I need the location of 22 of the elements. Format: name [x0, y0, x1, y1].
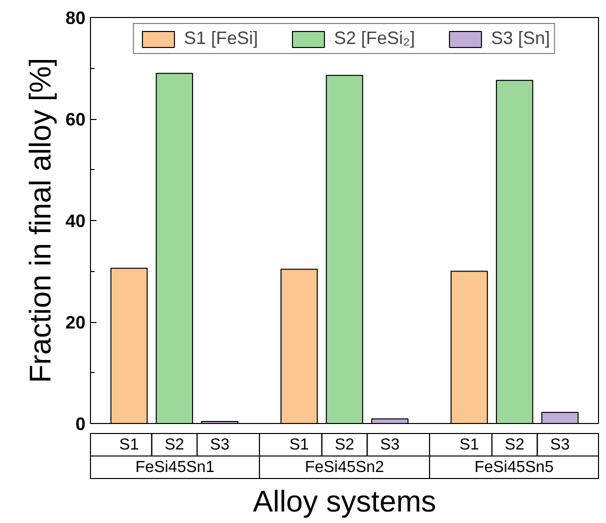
x-tick-label: S3 [550, 436, 570, 454]
text: FeSi45Sn5 [474, 458, 554, 476]
y-tick-label: 60 [65, 110, 86, 130]
legend-label: S2 [FeSi₂] [334, 28, 416, 49]
legend-label: S3 [Sn] [491, 28, 550, 49]
y-tick-label: 20 [65, 312, 86, 332]
legend-label: S1 [FeSi] [184, 28, 258, 49]
x-tick-label: S1 [289, 436, 310, 454]
y-tick-label: 0 [75, 414, 86, 434]
x-tick-label: S1 [459, 436, 480, 454]
y-axis-title: Fraction in final alloy [%] [24, 58, 58, 384]
x-tick-label: S3 [380, 436, 400, 454]
x-tick-label: S2 [164, 436, 184, 454]
text: FeSi45Sn1 [135, 458, 215, 476]
x-tick-label: S2 [334, 436, 354, 454]
x-tick-label: S1 [119, 436, 139, 454]
x-axis-title: Alloy systems [252, 486, 436, 518]
x-tick-label: S2 [504, 436, 524, 454]
text: FeSi45Sn2 [304, 458, 384, 476]
x-tick-label: S3 [210, 436, 230, 454]
y-tick-label: 80 [65, 8, 86, 28]
y-tick-label: 40 [65, 211, 86, 231]
